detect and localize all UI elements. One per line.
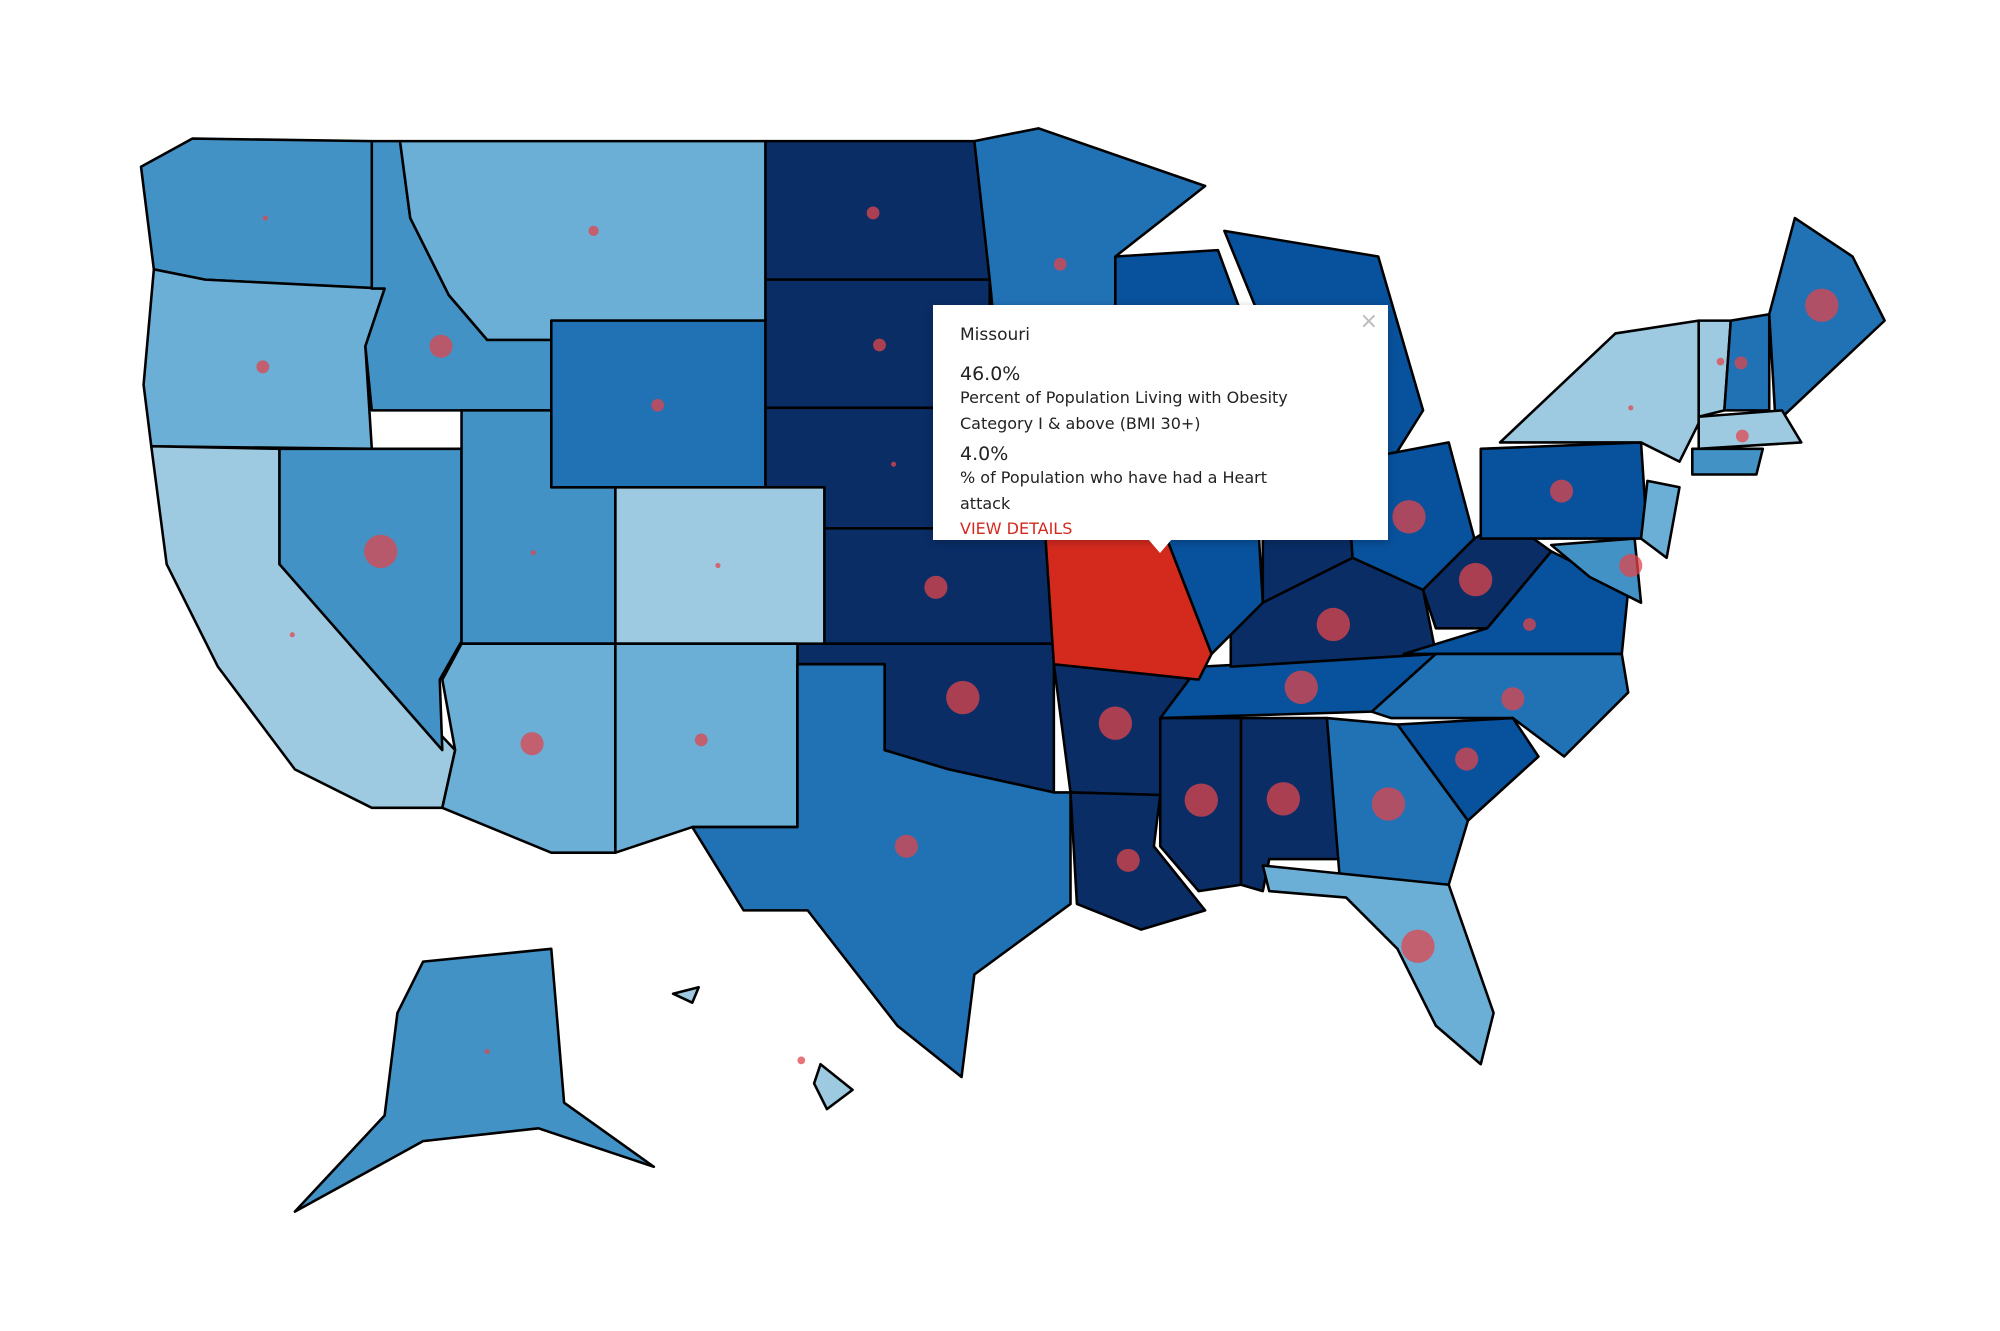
state-shape[interactable] — [1261, 864, 1495, 1066]
bubble — [1401, 929, 1435, 963]
bubble — [364, 534, 398, 569]
state-shape[interactable] — [1639, 479, 1681, 560]
bubble — [694, 733, 708, 747]
bubble — [289, 632, 295, 638]
bubble — [1501, 687, 1525, 711]
bubble — [1734, 356, 1748, 370]
bubble — [1735, 429, 1749, 443]
bubble — [1266, 782, 1300, 816]
bubble — [1458, 562, 1493, 597]
state-shape[interactable] — [1691, 447, 1765, 476]
bubble — [1392, 500, 1426, 534]
bubble — [1805, 288, 1839, 322]
bubble — [256, 360, 270, 374]
state-shape[interactable] — [812, 1062, 854, 1111]
bubble — [946, 680, 980, 715]
bubble — [1550, 479, 1574, 503]
tooltip: × Missouri 46.0% Percent of Population L… — [933, 305, 1388, 540]
state-shape[interactable] — [1498, 319, 1701, 463]
bubble — [1523, 618, 1536, 631]
bubble — [1284, 670, 1318, 704]
bubble — [530, 550, 536, 556]
bubble — [1371, 787, 1406, 821]
metric-label: Percent of Population Living with Obesit… — [960, 388, 1288, 433]
bubble — [1455, 747, 1479, 771]
state-shape[interactable] — [1370, 652, 1630, 758]
bubble — [1053, 257, 1067, 271]
state-name: Missouri — [960, 325, 1030, 345]
view-details-link[interactable]: VIEW DETAILS — [960, 519, 1073, 538]
bubble — [873, 338, 886, 352]
bubble — [651, 398, 665, 412]
bubble — [894, 834, 918, 858]
bubble — [1098, 706, 1133, 740]
bubble — [891, 461, 897, 467]
state-shape[interactable] — [142, 268, 386, 451]
bubble — [1184, 783, 1218, 817]
close-button[interactable]: × — [1359, 309, 1378, 334]
state-shape[interactable] — [671, 986, 700, 1004]
bubble — [866, 206, 880, 220]
metric-label: % of Population who have had a Heart att… — [960, 468, 1267, 513]
state-shape[interactable] — [1697, 409, 1803, 451]
bubble — [1628, 405, 1634, 411]
state-shape[interactable] — [1550, 537, 1643, 604]
bubble — [1619, 553, 1643, 578]
bubble — [429, 334, 453, 358]
state-shape[interactable] — [614, 642, 799, 854]
metric-value: 4.0% — [960, 443, 1009, 465]
bubble — [262, 215, 268, 221]
state-shape[interactable] — [139, 137, 374, 290]
bubble — [1316, 607, 1350, 642]
tooltip-pointer — [1148, 539, 1172, 553]
bubble — [715, 562, 721, 569]
bubble — [588, 225, 599, 237]
state-shape[interactable] — [293, 947, 656, 1213]
state-shape[interactable] — [691, 662, 1072, 1079]
bubble — [520, 732, 544, 756]
bubble — [924, 575, 948, 599]
bubble — [797, 1056, 806, 1065]
bubble — [1116, 848, 1140, 872]
metric-value: 46.0% — [960, 363, 1021, 385]
bubble — [1716, 357, 1725, 366]
bubble — [484, 1048, 490, 1054]
